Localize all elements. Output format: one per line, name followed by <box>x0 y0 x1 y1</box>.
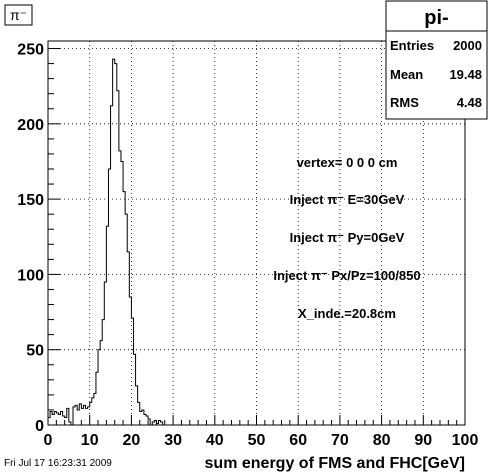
stats-rms-label: RMS <box>390 95 419 110</box>
pad-title: π⁻ <box>10 7 27 23</box>
y-tick-label: 100 <box>17 267 44 284</box>
x-tick-label: 60 <box>289 432 307 449</box>
x-tick-label: 100 <box>452 432 479 449</box>
x-tick-label: 20 <box>123 432 141 449</box>
y-tick-label: 250 <box>17 42 44 59</box>
x-tick-label: 0 <box>44 432 53 449</box>
pad-title-border <box>4 4 33 26</box>
stats-box[interactable]: pi- Entries 2000 Mean 19.48 RMS 4.48 <box>385 0 488 120</box>
y-tick-label: 200 <box>17 117 44 134</box>
annotations: vertex= 0 0 0 cm Inject π⁻ E=30GeV Injec… <box>273 155 420 321</box>
stats-rms-value: 4.48 <box>457 95 482 110</box>
stats-entries-value: 2000 <box>453 38 482 53</box>
annotation-vertex: vertex= 0 0 0 cm <box>297 155 398 170</box>
histogram-series <box>47 58 174 426</box>
x-tick-label: 40 <box>206 432 224 449</box>
y-tick-label: 50 <box>26 343 44 360</box>
annotation-py: Inject π⁻ Py=0GeV <box>290 230 405 245</box>
stats-box-border <box>385 0 488 120</box>
x-tick-label: 10 <box>81 432 99 449</box>
stats-entries-label: Entries <box>390 38 434 53</box>
timestamp: Fri Jul 17 16:23:31 2009 <box>4 458 112 469</box>
annotation-pxpz: Inject π⁻ Px/Pz=100/850 <box>273 268 420 283</box>
y-tick-label: 150 <box>17 192 44 209</box>
stats-mean-label: Mean <box>390 67 423 82</box>
stats-name: pi- <box>424 7 448 29</box>
y-tick-label: 0 <box>35 418 44 435</box>
x-tick-label: 30 <box>164 432 182 449</box>
x-tick-label: 70 <box>331 432 349 449</box>
x-tick-label: 50 <box>248 432 266 449</box>
stats-mean-value: 19.48 <box>449 67 482 82</box>
axis-ticks <box>47 48 466 426</box>
x-tick-label: 80 <box>373 432 391 449</box>
x-axis-label: sum energy of FMS and FHC[GeV] <box>205 455 465 472</box>
annotation-x-index: X_inde.=20.8cm <box>298 306 396 321</box>
pad-title-box: π⁻ <box>4 4 33 26</box>
annotation-energy: Inject π⁻ E=30GeV <box>290 192 405 207</box>
x-tick-label: 90 <box>414 432 432 449</box>
tick-labels: 0 10 20 30 40 50 60 70 80 90 100 0 50 100 150 200 250 <box>17 42 478 449</box>
